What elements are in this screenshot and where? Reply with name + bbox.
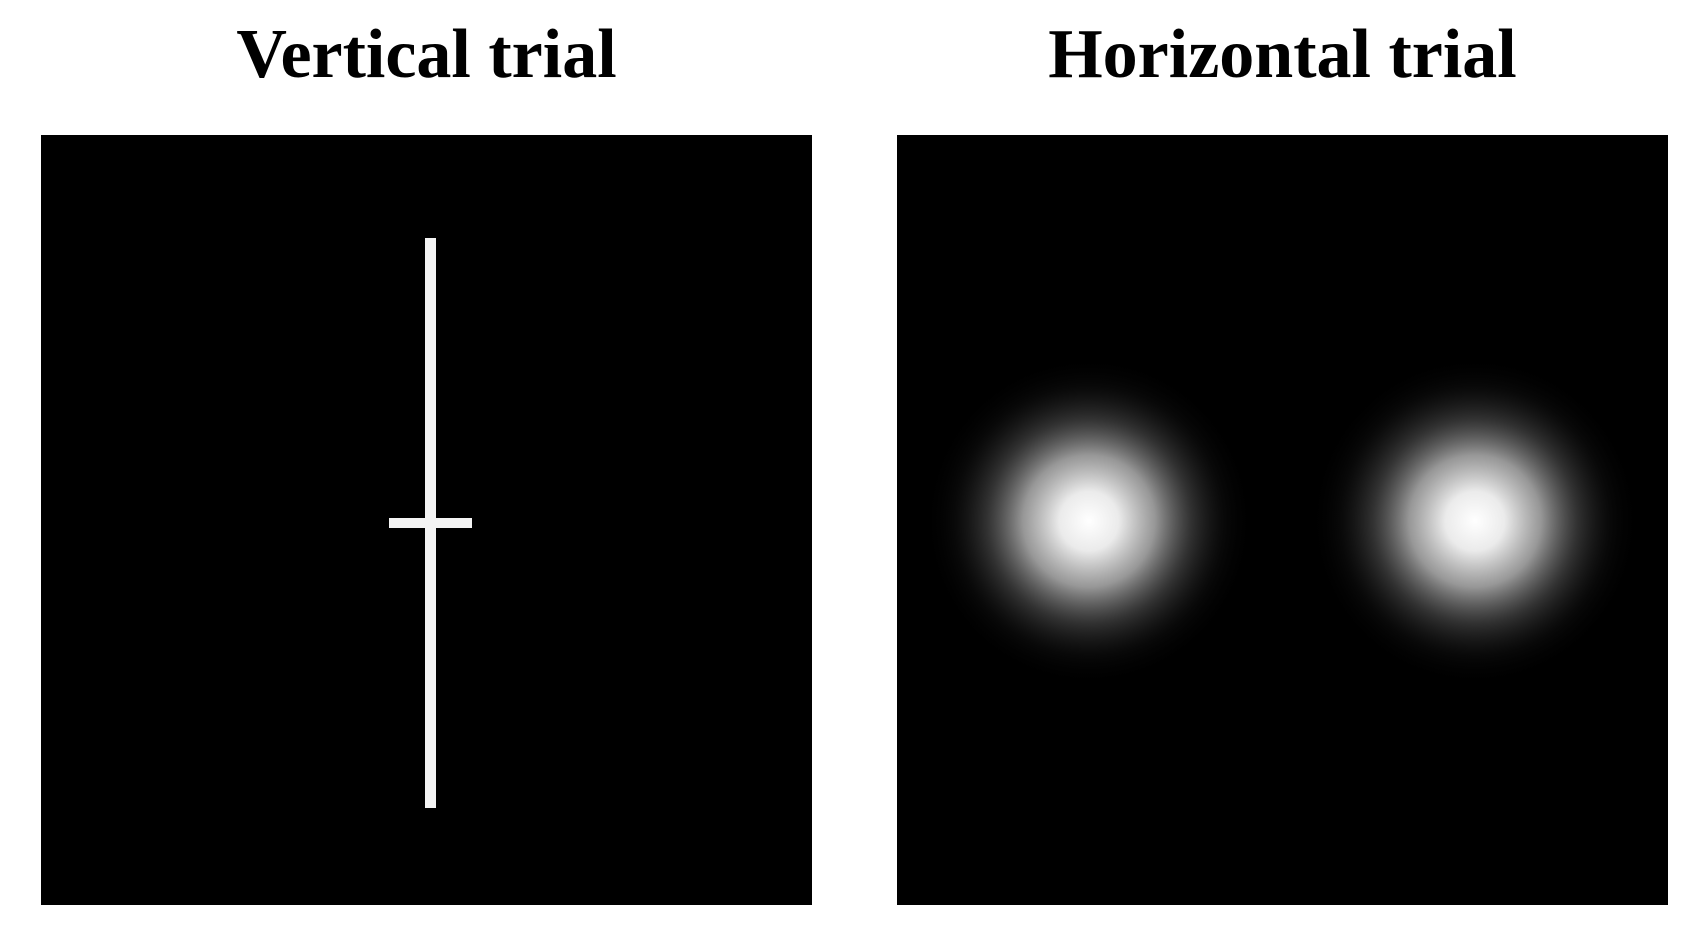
vertical-trial-stimulus [41, 135, 812, 905]
fixation-cross-bar [389, 518, 472, 528]
horizontal-trial-title: Horizontal trial [1048, 16, 1517, 93]
horizontal-stimulus-svg [897, 135, 1668, 905]
right-blob [1310, 356, 1640, 686]
vertical-trial-title: Vertical trial [236, 16, 617, 93]
vertical-stimulus-svg [41, 135, 812, 905]
left-blob [924, 356, 1254, 686]
horizontal-trial-stimulus [897, 135, 1668, 905]
